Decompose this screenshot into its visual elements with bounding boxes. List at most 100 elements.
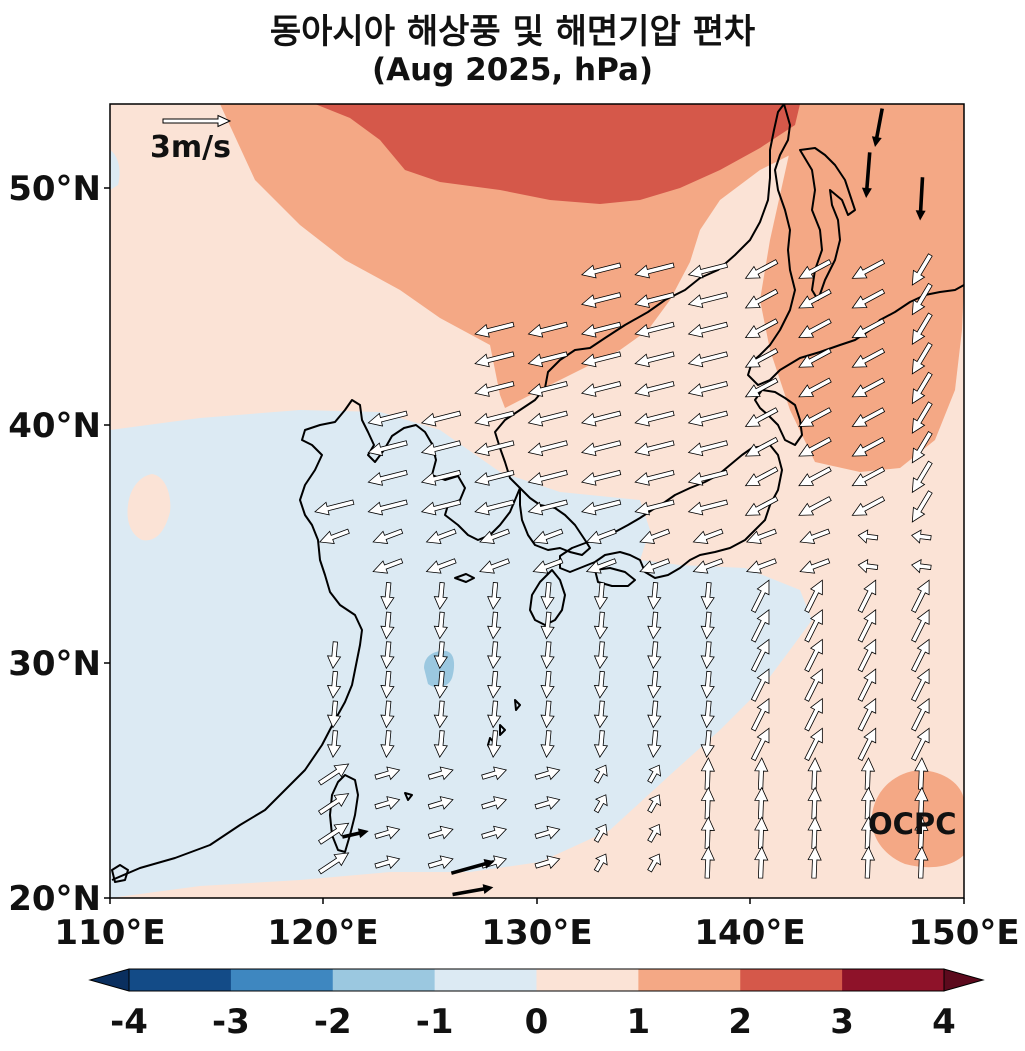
- wind-arrow: [700, 757, 716, 790]
- wind-arrow: [314, 499, 355, 516]
- wind-arrow: [326, 700, 342, 729]
- wind-arrow: [372, 528, 404, 544]
- wind-arrow: [744, 318, 779, 339]
- wind-arrow: [857, 558, 879, 574]
- wind-arrow: [374, 855, 401, 870]
- lon-tick-130e: 130°E: [481, 913, 592, 953]
- anomaly-sliver-west: [110, 150, 120, 190]
- wind-arrow: [851, 318, 886, 339]
- colorbar-segment: [332, 969, 436, 991]
- lat-tick-40n: 40°N: [8, 406, 101, 446]
- wind-arrow: [687, 262, 729, 279]
- wind-arrow: [481, 766, 508, 781]
- wind-arrow: [798, 466, 832, 487]
- wind-arrow: [634, 292, 675, 309]
- lon-tick-150e: 150°E: [908, 913, 1019, 953]
- wind-arrow: [647, 730, 662, 758]
- lat-tick-marks: [104, 187, 110, 899]
- wind-arrow: [851, 347, 886, 368]
- wind-arrow: [474, 440, 515, 457]
- wind-arrow: [798, 496, 832, 516]
- wind-arrow: [639, 528, 671, 544]
- reference-vector-label: 3m/s: [150, 130, 231, 165]
- wind-arrow: [804, 609, 823, 643]
- wind-arrow: [700, 641, 715, 670]
- wind-arrow: [534, 825, 561, 840]
- wind-arrow: [914, 757, 929, 790]
- wind-arrow: [540, 641, 555, 670]
- wind-arrow: [532, 528, 564, 544]
- wind-arrow: [851, 377, 886, 398]
- wind-arrow: [857, 697, 877, 732]
- wind-arrow: [860, 786, 876, 820]
- reference-vector: 3m/s: [150, 114, 232, 165]
- lat-tick-50n: 50°N: [8, 169, 101, 209]
- wind-arrow: [420, 469, 462, 486]
- wind-arrow: [687, 321, 729, 338]
- lon-tick-120e: 120°E: [267, 913, 378, 953]
- wind-arrow: [540, 581, 555, 610]
- anomaly-spot-minus2-to-minus1: [424, 650, 455, 688]
- wind-arrow: [527, 410, 568, 427]
- wind-arrow: [527, 499, 568, 516]
- lon-tick-marks: [109, 898, 965, 904]
- wind-arrow: [367, 469, 408, 486]
- wind-arrow: [911, 558, 932, 574]
- wind-arrow: [427, 766, 454, 781]
- wind-arrow: [750, 579, 770, 613]
- colorbar-tick-label: 1: [627, 1002, 651, 1042]
- wind-arrow: [580, 292, 622, 309]
- coastline-taiwan: [329, 774, 359, 853]
- colorbar-segment: [536, 969, 639, 991]
- wind-arrow: [317, 763, 350, 786]
- wind-arrow: [857, 638, 877, 673]
- wind-arrow: [911, 460, 933, 494]
- wind-arrow: [580, 351, 622, 368]
- wind-arrow: [915, 177, 926, 221]
- wind-arrow: [911, 371, 933, 405]
- wind-arrow: [851, 466, 886, 487]
- wind-arrow: [481, 825, 508, 840]
- wind-arrow: [420, 410, 462, 427]
- wind-arrow: [860, 757, 876, 790]
- wind-arrow: [367, 440, 408, 457]
- wind-arrow: [754, 816, 769, 849]
- wind-arrow: [744, 259, 779, 279]
- wind-arrow: [380, 641, 395, 670]
- wind-arrow: [433, 611, 448, 640]
- wind-arrow: [433, 670, 448, 699]
- wind-arrow: [317, 852, 350, 875]
- wind-arrow: [911, 253, 933, 286]
- map-title: 동아시아 해상풍 및 해면기압 편차: [269, 12, 756, 52]
- reference-arrow: [162, 114, 232, 128]
- wind-arrow: [380, 581, 395, 610]
- wind-arrow: [534, 796, 561, 810]
- wind-arrow: [851, 259, 886, 279]
- wind-arrow: [634, 351, 675, 368]
- wind-arrow: [860, 816, 876, 849]
- wind-arrow: [911, 490, 933, 523]
- wind-arrow: [580, 321, 622, 338]
- wind-arrow: [367, 499, 408, 516]
- wind-arrow: [474, 381, 515, 397]
- wind-arrow: [487, 611, 502, 640]
- wind-arrow: [687, 351, 729, 368]
- wind-arrow: [487, 641, 502, 670]
- wind-arrow: [807, 757, 822, 790]
- wind-arrow: [911, 431, 933, 464]
- coastline-china-korea: [111, 104, 785, 881]
- wind-arrow: [754, 757, 769, 790]
- colorbar-tick-label: -2: [314, 1002, 352, 1042]
- wind-arrow: [527, 469, 568, 486]
- wind-arrow: [634, 321, 675, 338]
- wind-arrow: [420, 499, 462, 516]
- wind-arrow: [851, 436, 886, 457]
- wind-vector-field: [314, 108, 933, 897]
- wind-arrow: [744, 436, 779, 457]
- wind-arrow: [700, 581, 715, 610]
- wind-arrow: [807, 786, 822, 820]
- wind-arrow: [585, 558, 617, 574]
- wind-arrow: [487, 581, 502, 610]
- wind-arrow: [593, 853, 608, 873]
- lat-tick-30n: 30°N: [8, 644, 101, 684]
